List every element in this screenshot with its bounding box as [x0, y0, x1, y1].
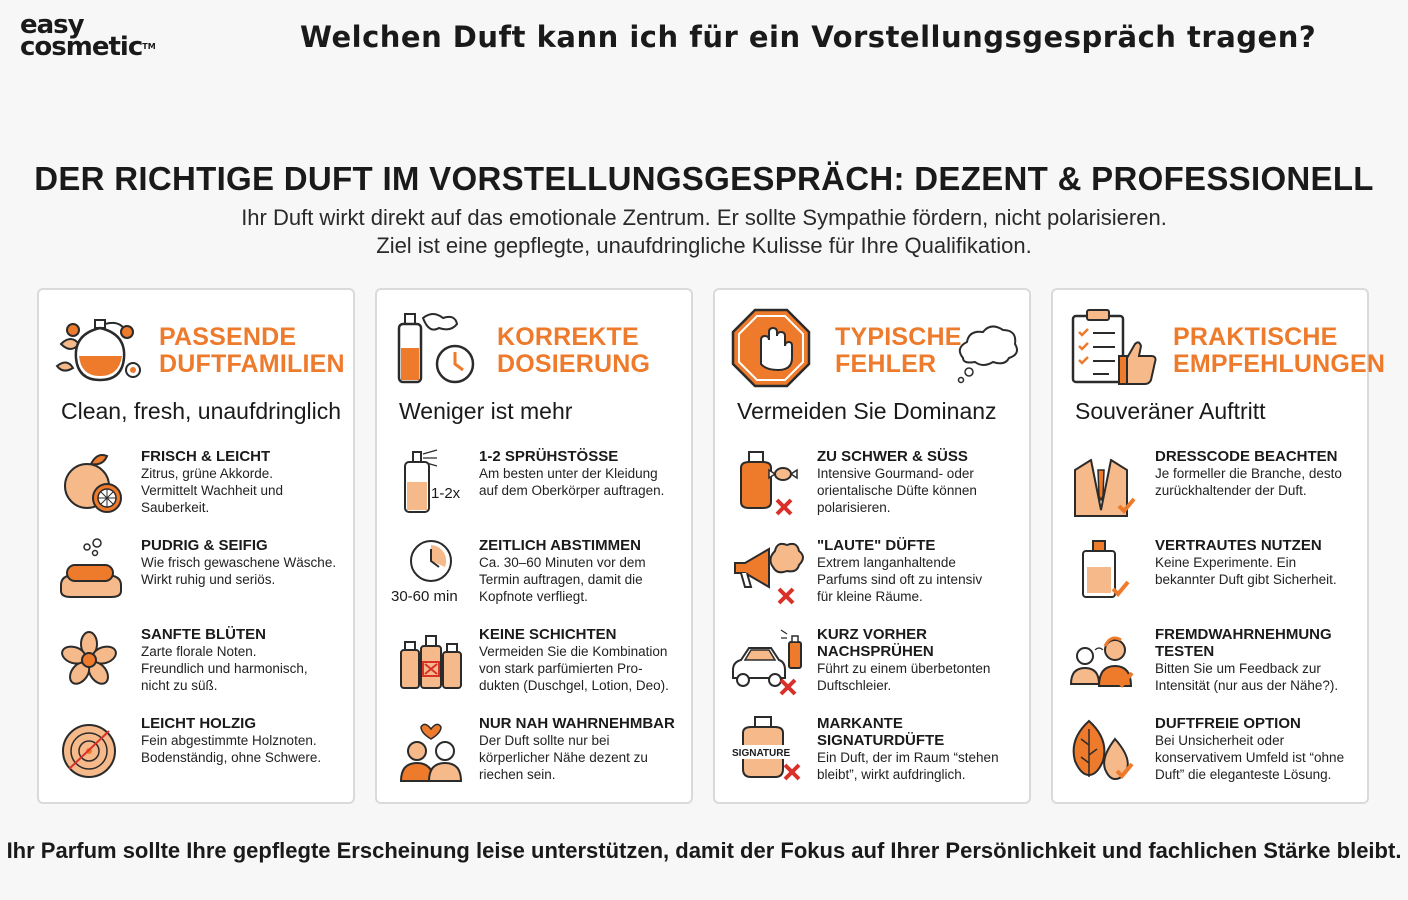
card-title: KORREKTE DOSIERUNG	[497, 323, 651, 378]
item-title: DUFTFREIE OPTION	[1155, 715, 1301, 732]
time-range-tag: 30-60 min	[391, 588, 458, 605]
leaf-drop-check-icon	[1072, 719, 1134, 781]
item-title: SANFTE BLÜTEN	[141, 626, 266, 643]
couple-heart-icon	[399, 723, 463, 782]
spray-bottle-clock-icon	[397, 313, 475, 384]
item-description: Extrem langanhaltende Parfums sind oft z…	[817, 555, 983, 604]
intro-line-1: Ihr Duft wirkt direkt auf das emotionale…	[241, 205, 1167, 230]
sweet-perfume-cross-icon	[740, 451, 798, 516]
people-smell-check-icon	[1069, 636, 1134, 688]
list-item-dresscode: DRESSCODE BEACHTEN Je formeller die Bran…	[1067, 448, 1367, 528]
item-description: Führt zu einem überbetonten Duftschleier…	[817, 661, 991, 693]
intro-line-2: Ziel ist eine gepflegte, unaufdringliche…	[376, 233, 1032, 258]
card-title: PRAKTISCHE EMPFEHLUNGEN	[1173, 323, 1386, 378]
soap-bar-icon	[60, 538, 122, 598]
list-item-sanfte-blueten: SANFTE BLÜTEN Zarte florale Noten. Freun…	[53, 626, 353, 706]
card-subtitle: Souveräner Auftritt	[1075, 398, 1266, 424]
list-item-kurz-vorher: KURZ VORHER NACHSPRÜHEN Führt zu einem ü…	[729, 626, 1029, 706]
spray-count-tag: 1-2x	[431, 485, 461, 502]
item-title: NUR NAH WAHRNEHMBAR	[479, 715, 675, 732]
item-description: Bitten Sie um Feedback zur Intensität (n…	[1155, 661, 1339, 693]
item-description: Ca. 30–60 Minuten vor dem Termin auftrag…	[479, 555, 646, 604]
card-subtitle: Clean, fresh, unaufdringlich	[61, 398, 341, 424]
item-description: Wie frisch gewaschene Wäsche. Wirkt ruhi…	[141, 555, 337, 587]
card-subtitle: Weniger ist mehr	[399, 398, 573, 424]
item-title: FRISCH & LEICHT	[141, 448, 271, 465]
brand-logo-line2: cosmetic	[20, 32, 143, 62]
layered-bottles-icon	[400, 635, 462, 689]
item-title: KURZ VORHER NACHSPRÜHEN	[817, 626, 934, 660]
item-description: Bei Unsicherheit oder konservativem Umfe…	[1155, 733, 1345, 782]
card-duftfamilien: PASSENDE DUFTFAMILIEN Clean, fresh, unau…	[37, 288, 355, 804]
item-description: Keine Experimente. Ein bekannter Duft gi…	[1155, 555, 1337, 587]
list-item-signaturduefte: SIGNATURE MARKANTE SIGNATURDÜFTE Ein Duf…	[729, 715, 1029, 795]
item-description: Am besten unter der Kleidung auf dem Obe…	[479, 466, 665, 498]
item-description: Zarte florale Noten. Freundlich und harm…	[141, 644, 308, 693]
suit-check-icon	[1074, 458, 1136, 517]
card-dosierung: KORREKTE DOSIERUNG Weniger ist mehr 1-2x…	[375, 288, 693, 804]
checklist-thumbs-up-icon	[1071, 309, 1157, 385]
list-item-fremdwahrnehmung: FREMDWAHRNEHMUNG TESTEN Bitten Sie um Fe…	[1067, 626, 1367, 706]
card-title: TYPISCHE FEHLER	[835, 323, 962, 378]
item-title: ZU SCHWER & SÜSS	[817, 448, 968, 465]
brand-logo: easy cosmeticTM	[20, 10, 156, 60]
item-title: KEINE SCHICHTEN	[479, 626, 617, 643]
list-item-vertrautes-nutzen: VERTRAUTES NUTZEN Keine Experimente. Ein…	[1067, 537, 1367, 617]
list-item-leicht-holzig: LEICHT HOLZIG Fein abgestimmte Holznoten…	[53, 715, 353, 795]
card-empfehlungen: PRAKTISCHE EMPFEHLUNGEN Souveräner Auftr…	[1051, 288, 1385, 804]
card-subtitle: Vermeiden Sie Dominanz	[737, 398, 997, 424]
brand-logo-line1: easy	[20, 10, 85, 40]
bottle-check-icon	[1082, 540, 1130, 598]
car-spray-cross-icon	[732, 629, 802, 696]
list-item-zu-schwer: ZU SCHWER & SÜSS Intensive Gourmand- ode…	[729, 448, 1029, 528]
footer-summary: Ihr Parfum sollte Ihre gepflegte Erschei…	[6, 838, 1402, 863]
list-item-pudrig-seifig: PUDRIG & SEIFIG Wie frisch gewaschene Wä…	[53, 537, 353, 617]
item-description: Der Duft sollte nur bei körperlicher Näh…	[479, 733, 648, 782]
item-description: Ein Duft, der im Raum “stehen bleibt”, w…	[817, 750, 999, 782]
item-title: FREMDWAHRNEHMUNG TESTEN	[1155, 626, 1332, 660]
citrus-fruit-icon	[64, 454, 122, 513]
list-item-zeitlich-abstimmen: 30-60 min ZEITLICH ABSTIMMEN Ca. 30–60 M…	[391, 537, 691, 617]
signature-bottle-cross-icon: SIGNATURE	[731, 716, 801, 781]
item-title: MARKANTE SIGNATURDÜFTE	[817, 715, 945, 749]
spray-bottle-icon: 1-2x	[404, 449, 461, 513]
clock-icon: 30-60 min	[391, 540, 458, 605]
intro-text: Ihr Duft wirkt direkt auf das emotionale…	[0, 204, 1408, 260]
list-item-spruehstoesse: 1-2x 1-2 SPRÜHSTÖSSE Am besten unter der…	[391, 448, 691, 528]
page-headline: DER RICHTIGE DUFT IM VORSTELLUNGSGESPRÄC…	[34, 160, 1374, 197]
list-item-frisch-leicht: FRISCH & LEICHT Zitrus, grüne Akkorde. V…	[53, 448, 353, 528]
item-title: "LAUTE" DÜFTE	[817, 537, 936, 554]
list-item-laute-duefte: "LAUTE" DÜFTE Extrem langanhaltende Parf…	[729, 537, 1029, 617]
item-title: DRESSCODE BEACHTEN	[1155, 448, 1338, 465]
item-title: ZEITLICH ABSTIMMEN	[479, 537, 641, 554]
brand-trademark: TM	[142, 42, 156, 51]
item-description: Intensive Gourmand- oder orientalische D…	[817, 466, 977, 515]
card-title: PASSENDE DUFTFAMILIEN	[159, 323, 345, 378]
item-description: Zitrus, grüne Akkorde. Vermittelt Wachhe…	[141, 466, 284, 515]
page-question: Welchen Duft kann ich für ein Vorstellun…	[300, 20, 1317, 54]
item-description: Je formeller die Branche, desto zurückha…	[1155, 466, 1342, 498]
perfume-bottle-flowers-icon	[55, 319, 141, 382]
item-description: Fein abgestimmte Holznoten. Bodenständig…	[141, 733, 322, 765]
card-fehler: TYPISCHE FEHLER Vermeiden Sie Dominanz Z…	[713, 288, 1031, 804]
list-item-nah-wahrnehmbar: NUR NAH WAHRNEHMBAR Der Duft sollte nur …	[391, 715, 691, 795]
list-item-keine-schichten: KEINE SCHICHTEN Vermeiden Sie die Kombin…	[391, 626, 691, 706]
item-title: VERTRAUTES NUTZEN	[1155, 537, 1322, 554]
signature-label: SIGNATURE	[732, 748, 790, 759]
stop-hand-icon	[731, 308, 811, 388]
item-title: LEICHT HOLZIG	[141, 715, 256, 732]
flower-blossom-icon	[61, 631, 117, 685]
wood-slice-icon	[62, 724, 116, 778]
item-title: PUDRIG & SEIFIG	[141, 537, 268, 554]
megaphone-cross-icon	[734, 542, 804, 605]
list-item-duftfreie-option: DUFTFREIE OPTION Bei Unsicherheit oder k…	[1067, 715, 1367, 795]
item-description: Vermeiden Sie die Kombination von stark …	[479, 644, 669, 693]
item-title: 1-2 SPRÜHSTÖSSE	[479, 448, 619, 465]
thought-cloud-icon	[957, 325, 1018, 384]
